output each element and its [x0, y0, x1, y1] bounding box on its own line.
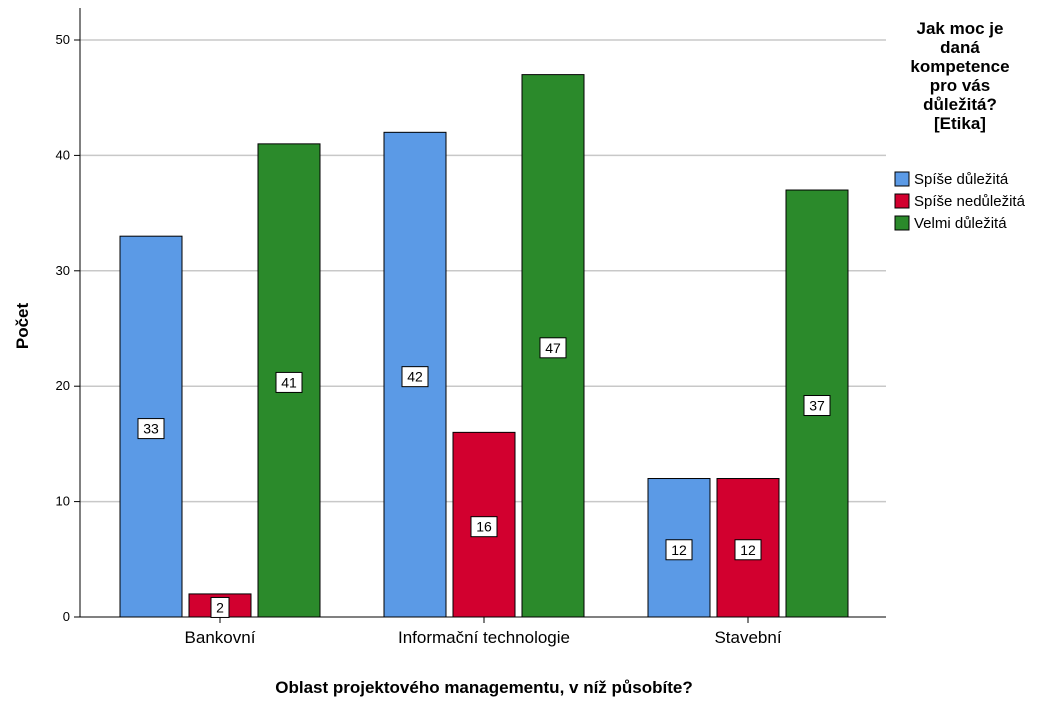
y-tick-label: 30: [56, 263, 70, 278]
data-label-box: [401, 366, 429, 388]
legend-title-line: kompetence: [910, 57, 1009, 76]
data-label-box: [137, 418, 165, 440]
data-label-box: [470, 516, 498, 538]
data-label: 33: [143, 421, 159, 437]
y-tick-label: 20: [56, 378, 70, 393]
data-label-box: [734, 539, 762, 561]
data-label-box: [210, 596, 230, 618]
data-label: 12: [740, 542, 756, 558]
legend-title-line: [Etika]: [934, 114, 986, 133]
y-tick-label: 0: [63, 609, 70, 624]
legend-title-line: Jak moc je: [917, 19, 1004, 38]
data-label: 12: [671, 542, 687, 558]
data-label-box: [539, 337, 567, 359]
data-label: 2: [216, 599, 224, 615]
y-tick-label: 10: [56, 494, 70, 509]
x-tick-label: Informační technologie: [398, 628, 570, 647]
legend-label: Spíše nedůležitá: [914, 193, 1026, 210]
data-label: 16: [476, 519, 492, 535]
data-label: 41: [281, 374, 297, 390]
x-axis-title: Oblast projektového managementu, v níž p…: [275, 678, 693, 697]
data-label: 42: [407, 369, 423, 385]
data-label-box: [275, 371, 303, 393]
legend-title-line: daná: [940, 38, 980, 57]
legend-label: Spíše důležitá: [914, 171, 1009, 188]
data-label: 47: [545, 340, 561, 356]
x-tick-label: Bankovní: [185, 628, 256, 647]
y-tick-label: 40: [56, 147, 70, 162]
legend-title-line: pro vás: [930, 76, 990, 95]
legend-swatch: [894, 171, 910, 187]
legend-swatch: [894, 193, 910, 209]
legend-title-line: důležitá?: [923, 95, 997, 114]
legend-label: Velmi důležitá: [914, 215, 1007, 232]
legend-swatch: [894, 215, 910, 231]
y-axis-title: Počet: [13, 303, 32, 350]
data-label-box: [665, 539, 693, 561]
data-labels: 33 2 41 42 16 47 12 12 37: [137, 337, 831, 618]
y-tick-label: 50: [56, 32, 70, 47]
x-tick-label: Stavební: [714, 628, 781, 647]
data-label-box: [803, 395, 831, 417]
data-label: 37: [809, 398, 825, 414]
